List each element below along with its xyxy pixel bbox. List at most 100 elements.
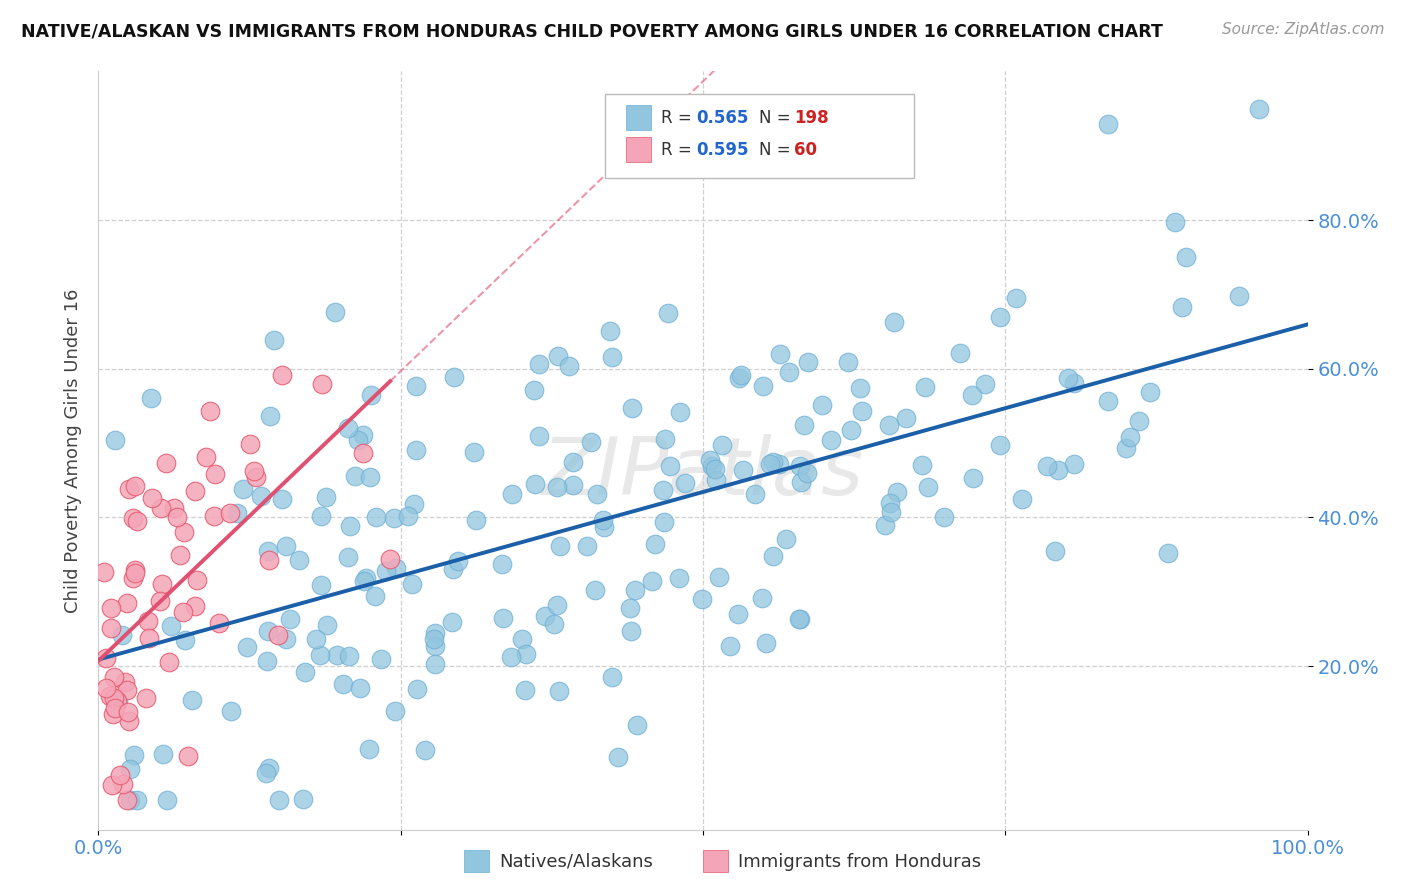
Point [100,621,122,635]
Point [245,470,267,484]
Point [441,562,464,576]
Point [98,689,121,703]
Point [547,349,569,363]
Point [186,573,208,587]
Point [524,476,547,491]
Point [879,505,901,519]
Point [202,509,225,524]
Point [166,510,188,524]
Point [94,681,117,695]
Point [236,640,259,654]
Point [910,458,932,472]
Point [849,380,872,394]
Point [125,514,148,528]
Point [103,670,125,684]
Point [332,677,354,691]
Point [115,793,138,807]
Point [155,456,177,470]
Text: Natives/Alaskans: Natives/Alaskans [499,853,652,871]
Point [138,614,160,628]
Point [755,635,778,649]
Point [619,601,641,615]
Point [704,462,727,476]
Point [877,417,900,432]
Point [385,560,408,574]
Point [101,707,124,722]
Point [1164,215,1187,229]
Point [1139,385,1161,400]
Point [396,508,419,523]
Point [346,433,368,447]
Point [548,684,571,698]
Point [527,357,550,371]
Point [797,355,820,369]
Point [894,410,917,425]
Point [204,467,226,481]
Point [652,516,675,530]
Point [359,470,381,484]
Point [270,492,292,507]
Point [706,473,728,487]
Point [101,778,124,792]
Point [1063,376,1085,390]
Point [425,657,447,671]
Point [811,398,834,412]
Point [311,377,333,392]
Point [375,564,398,578]
Point [169,548,191,562]
Point [447,554,470,568]
Point [141,491,163,505]
Point [624,582,647,597]
Point [326,648,349,662]
Point [820,433,842,447]
Point [96,650,118,665]
Point [195,450,218,465]
Point [1097,394,1119,409]
Point [789,458,811,473]
Point [762,549,785,563]
Point [364,509,387,524]
Point [239,437,262,451]
Point [138,632,160,646]
Point [464,513,486,527]
Point [115,683,138,698]
Text: R =: R = [661,109,697,127]
Point [384,704,406,718]
Point [669,405,692,419]
Point [787,612,810,626]
Point [733,463,755,477]
Point [105,694,128,708]
Point [149,501,172,516]
Point [709,570,731,584]
Point [1036,458,1059,473]
Point [443,370,465,384]
Point [115,597,138,611]
Point [103,691,125,706]
Point [762,455,785,469]
Point [621,401,644,415]
Point [702,458,724,473]
Point [988,310,1011,324]
Point [174,632,197,647]
Point [886,485,908,500]
Point [515,647,537,661]
Point [364,590,387,604]
Point [491,558,513,572]
Point [851,404,873,418]
Point [176,749,198,764]
Point [127,793,149,807]
Point [257,544,280,558]
Point [759,457,782,471]
Text: 0.565: 0.565 [696,109,748,127]
Point [523,383,546,397]
Point [370,652,392,666]
Point [152,747,174,761]
Point [550,540,572,554]
Point [104,701,127,715]
Point [266,628,288,642]
Point [111,628,134,642]
Point [423,640,446,654]
Point [120,762,142,776]
Point [309,578,332,592]
Point [492,611,515,625]
